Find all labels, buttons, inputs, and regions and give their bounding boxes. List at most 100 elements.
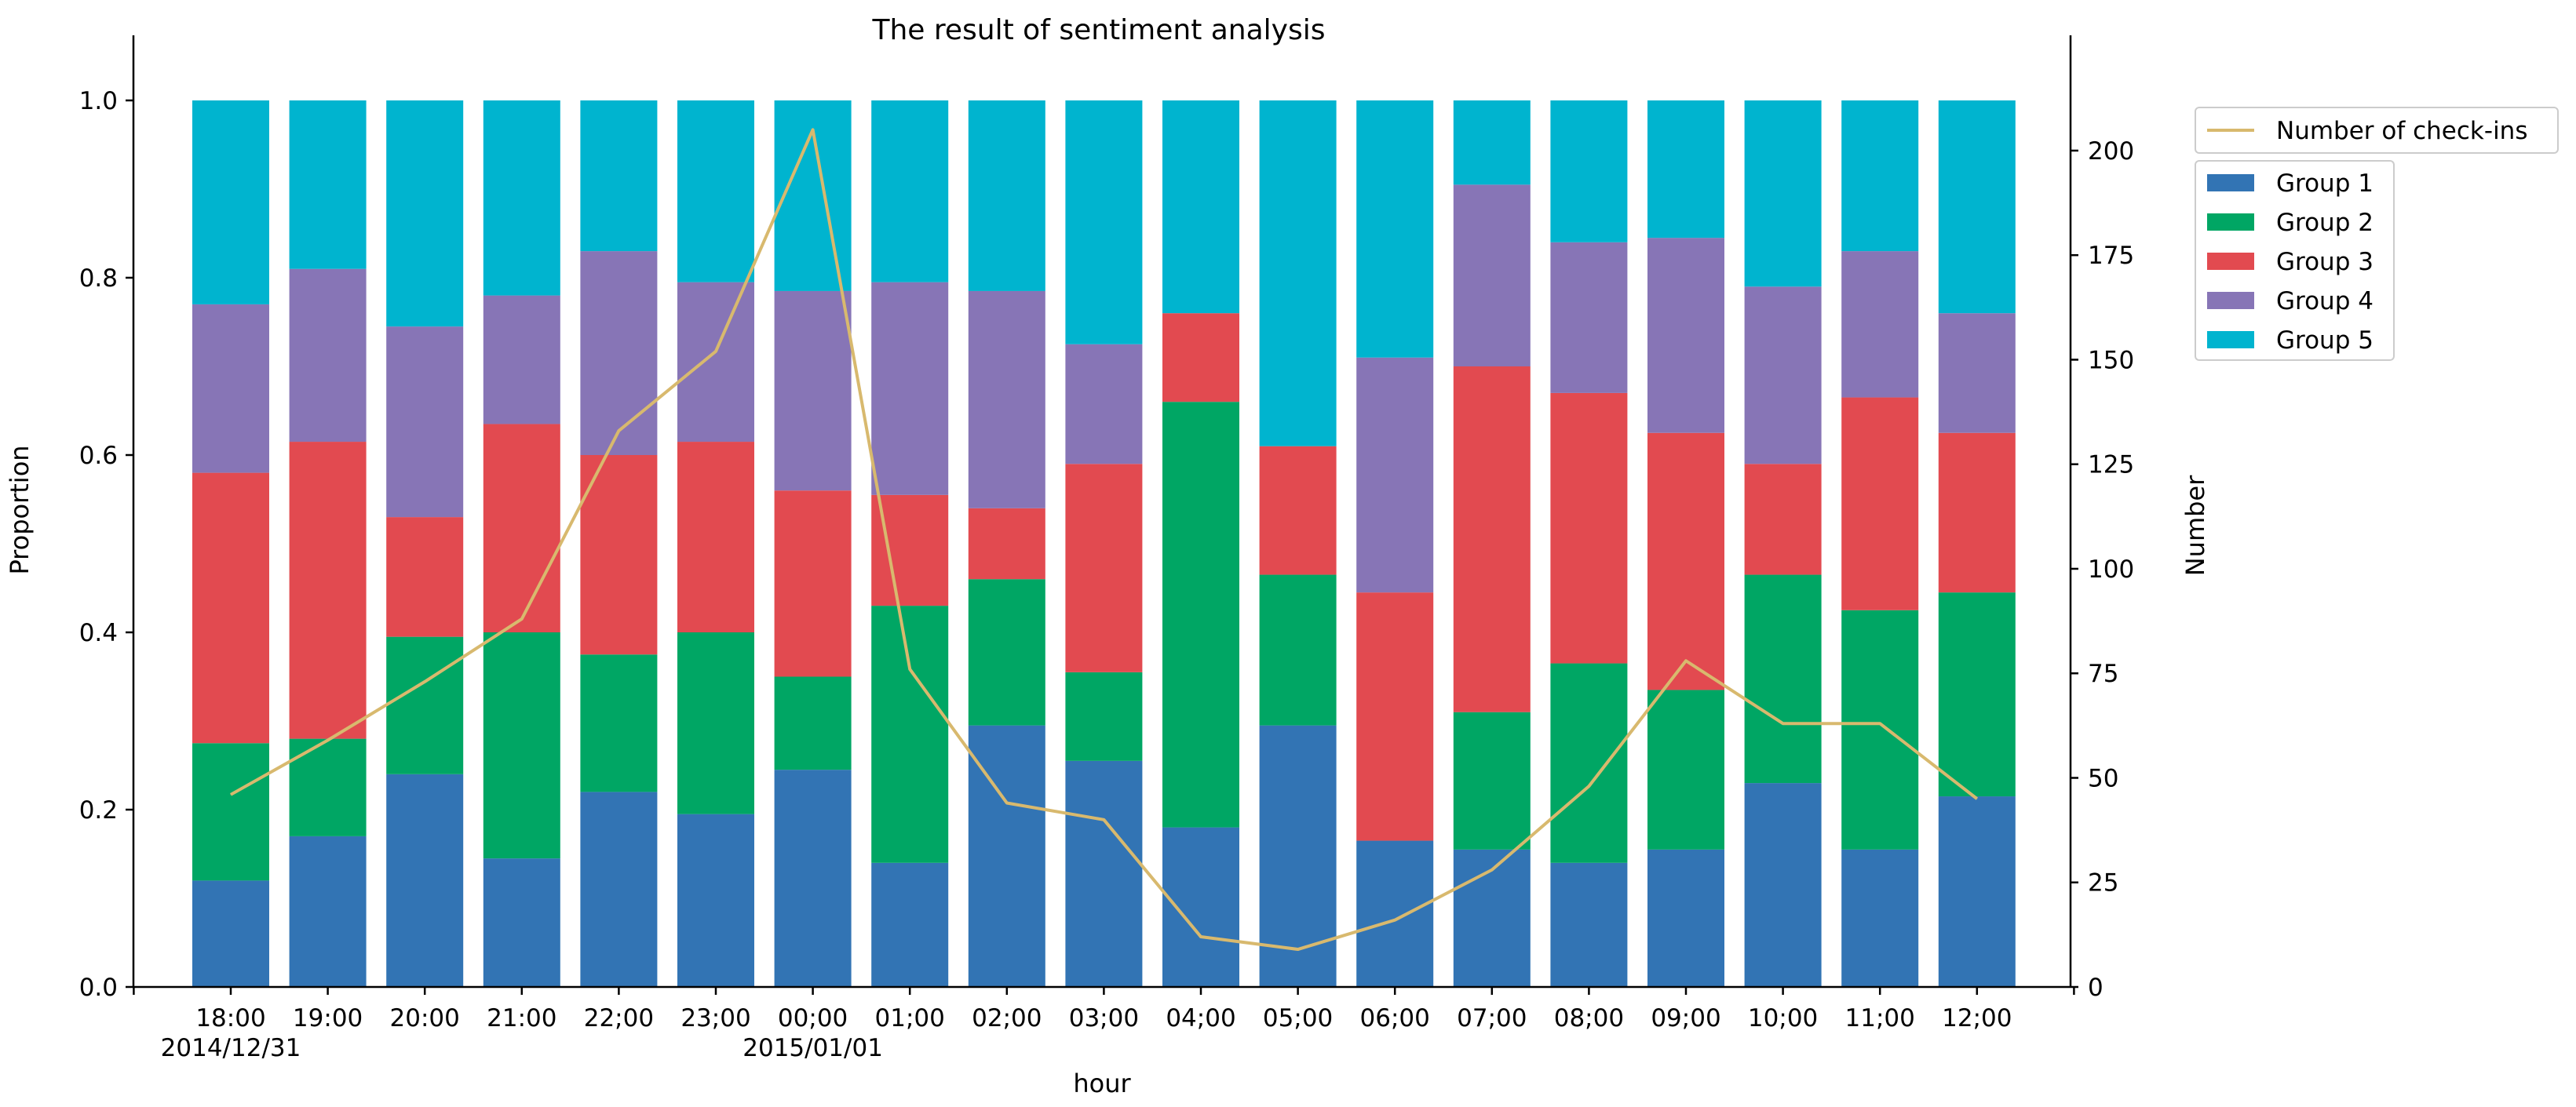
checkin-point-4 xyxy=(618,430,619,432)
bar-5-4 xyxy=(580,100,658,252)
y2-tick-label-7: 175 xyxy=(2088,242,2134,270)
right-ticks: 0 25 50 75 100 125 150 175 200 xyxy=(2071,137,2134,1002)
checkin-point-3 xyxy=(521,618,523,620)
bar-2-16 xyxy=(1744,574,1822,784)
x-tick-label-18: 12;00 xyxy=(1942,1004,2012,1032)
bar-1-9 xyxy=(1065,760,1143,987)
bar-3-0 xyxy=(192,472,269,744)
bar-1-10 xyxy=(1162,827,1239,987)
checkin-point-10 xyxy=(1200,936,1202,938)
y-tick-label-5: 1.0 xyxy=(79,87,118,115)
bar-4-2 xyxy=(386,326,464,518)
bar-2-9 xyxy=(1065,672,1143,761)
bar-1-18 xyxy=(1938,796,2016,987)
x-date-label-0: 2014/12/31 xyxy=(161,1034,301,1062)
bar-5-18 xyxy=(1938,100,2016,314)
y2-tick-label-2: 50 xyxy=(2088,764,2118,792)
bar-3-3 xyxy=(483,424,560,632)
bar-3-17 xyxy=(1841,397,1919,610)
bar-1-11 xyxy=(1259,725,1337,987)
checkin-point-17 xyxy=(1879,723,1881,724)
bar-1-14 xyxy=(1550,862,1628,987)
x-tick-label-14: 08;00 xyxy=(1554,1004,1624,1032)
bar-5-5 xyxy=(677,100,754,282)
y2-tick-label-8: 200 xyxy=(2088,137,2134,166)
bar-3-7 xyxy=(871,494,949,606)
y2-tick-label-3: 75 xyxy=(2088,660,2118,688)
bar-5-7 xyxy=(871,100,949,282)
legend-checkins-label: Number of check-ins xyxy=(2276,117,2527,145)
x-ticks: 18:00 19:00 20:00 21:00 22;00 23;00 00;00 01;00… xyxy=(133,987,2075,1062)
bar-3-13 xyxy=(1453,366,1531,712)
bar-3-10 xyxy=(1162,313,1239,402)
x-tick-label-1: 19:00 xyxy=(293,1004,363,1032)
y2-tick-label-0: 0 xyxy=(2088,974,2103,1002)
left-ticks: 0.0 0.2 0.4 0.6 0.8 1.0 xyxy=(79,87,133,1002)
bar-2-11 xyxy=(1259,574,1337,726)
y2-axis-label: Number xyxy=(2180,475,2210,576)
bar-3-11 xyxy=(1259,446,1337,575)
bar-5-3 xyxy=(483,100,560,296)
bar-5-14 xyxy=(1550,100,1628,242)
bar-5-12 xyxy=(1356,100,1434,358)
bar-3-4 xyxy=(580,455,658,655)
bar-4-4 xyxy=(580,251,658,455)
bar-1-5 xyxy=(677,814,754,987)
bar-4-3 xyxy=(483,295,560,424)
y-tick-label-0: 0.0 xyxy=(79,974,118,1002)
x-tick-label-6: 00;00 xyxy=(778,1004,848,1032)
x-tick-label-0: 18:00 xyxy=(195,1004,265,1032)
checkin-point-0 xyxy=(230,794,232,796)
bar-2-14 xyxy=(1550,663,1628,863)
bar-4-18 xyxy=(1938,313,2016,433)
bar-1-7 xyxy=(871,862,949,987)
bar-5-9 xyxy=(1065,100,1143,344)
bar-2-13 xyxy=(1453,712,1531,850)
bar-4-8 xyxy=(968,290,1045,508)
checkin-point-6 xyxy=(812,129,814,130)
x-tick-label-8: 02;00 xyxy=(972,1004,1042,1032)
bar-4-0 xyxy=(192,304,269,473)
x-tick-label-2: 20:00 xyxy=(390,1004,460,1032)
legend-swatch-2 xyxy=(2207,213,2254,231)
bar-2-7 xyxy=(871,606,949,863)
bar-4-9 xyxy=(1065,344,1143,464)
legend-groups-frame xyxy=(2195,160,2395,361)
x-tick-label-13: 07;00 xyxy=(1457,1004,1527,1032)
checkin-point-1 xyxy=(327,740,329,741)
legend-swatch-3 xyxy=(2207,253,2254,270)
bar-2-6 xyxy=(774,676,852,770)
bar-3-12 xyxy=(1356,592,1434,841)
y-tick-label-4: 0.8 xyxy=(79,264,118,293)
checkin-line-layer xyxy=(230,128,1979,952)
bar-3-6 xyxy=(774,490,852,677)
bar-2-10 xyxy=(1162,402,1239,828)
legend-label-2: Group 2 xyxy=(2276,209,2373,237)
checkin-point-11 xyxy=(1297,949,1299,950)
bar-1-12 xyxy=(1356,840,1434,987)
bar-5-15 xyxy=(1647,100,1724,239)
x-tick-label-3: 21:00 xyxy=(487,1004,556,1032)
bar-4-16 xyxy=(1744,286,1822,464)
legend-label-5: Group 5 xyxy=(2276,326,2373,355)
bar-1-17 xyxy=(1841,849,1919,987)
bar-5-16 xyxy=(1744,100,1822,287)
bar-5-0 xyxy=(192,100,269,304)
bar-4-1 xyxy=(289,268,367,442)
x-tick-label-12: 06;00 xyxy=(1360,1004,1430,1032)
y-tick-label-2: 0.4 xyxy=(79,619,118,647)
bar-1-2 xyxy=(386,774,464,987)
bar-1-1 xyxy=(289,836,367,987)
bar-1-3 xyxy=(483,858,560,987)
bar-3-2 xyxy=(386,517,464,637)
bar-4-7 xyxy=(871,282,949,495)
bar-2-2 xyxy=(386,636,464,774)
bar-1-16 xyxy=(1744,783,1822,987)
bar-3-1 xyxy=(289,442,367,739)
legend-checkins: Number of check-ins xyxy=(2195,107,2559,154)
legend-groups: Group 1 Group 2 Group 3 Group 4 Group 5 xyxy=(2195,160,2395,361)
bar-5-17 xyxy=(1841,100,1919,252)
x-tick-label-7: 01;00 xyxy=(875,1004,945,1032)
y-axis-label: Proportion xyxy=(5,445,35,574)
bar-3-15 xyxy=(1647,432,1724,690)
